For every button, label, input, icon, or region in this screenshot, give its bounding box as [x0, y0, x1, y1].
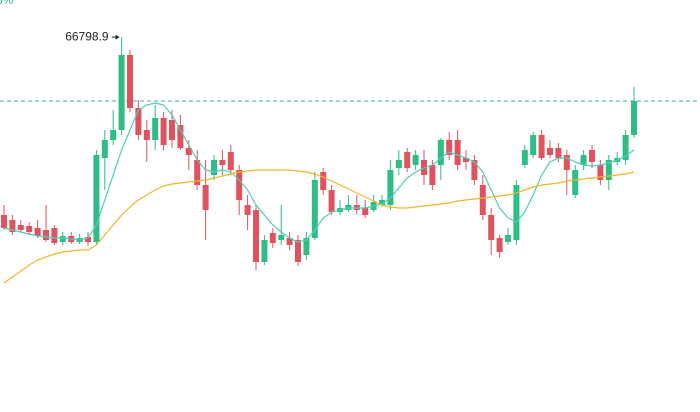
candle-body: [9, 220, 16, 232]
candle-body: [85, 237, 91, 242]
candle-body: [395, 160, 402, 168]
candle-body: [185, 148, 192, 155]
candle-body: [244, 205, 251, 215]
candle-body: [261, 240, 268, 262]
candle-body: [211, 160, 217, 175]
candle-body: [269, 233, 276, 243]
candle-body: [311, 180, 318, 238]
candle-body: [454, 140, 461, 165]
candle-body: [253, 210, 259, 262]
candle-body: [194, 160, 201, 185]
candle-body: [429, 165, 436, 185]
moving-average-line: [3, 102, 635, 243]
corner-label: 5%: [0, 0, 14, 7]
candle-body: [505, 235, 511, 242]
candle-body: [379, 200, 385, 205]
candle-body: [412, 155, 419, 165]
candle-body: [555, 148, 562, 158]
candle-body: [362, 208, 369, 215]
candle-body: [286, 238, 293, 245]
candle-body: [404, 152, 411, 168]
candle-body: [488, 215, 495, 240]
candle-body: [328, 190, 335, 212]
candle-body: [605, 160, 612, 180]
candle-body: [110, 130, 117, 140]
candle-body: [101, 140, 108, 158]
annotation-arrowhead: [115, 34, 120, 40]
candle-body: [169, 120, 175, 140]
candle-body: [59, 236, 66, 242]
candle-body: [143, 130, 150, 140]
candle-body: [295, 240, 301, 262]
candle-body: [177, 125, 184, 148]
candle-body: [622, 135, 629, 160]
candle-body: [631, 101, 637, 135]
candle-body: [43, 230, 49, 240]
candle-body: [547, 148, 553, 155]
candle-body: [572, 170, 579, 195]
candle-body: [471, 160, 478, 180]
candle-body: [93, 155, 100, 242]
candle-body: [479, 185, 486, 215]
candle-body: [236, 170, 243, 200]
candle-body: [530, 135, 537, 155]
candle-body: [278, 235, 285, 240]
candle-body: [437, 140, 444, 165]
candle-body: [320, 172, 327, 190]
moving-average-line: [3, 169, 635, 284]
candle-body: [446, 140, 453, 155]
candle-body: [1, 215, 7, 228]
max-annotation: 66798.9: [65, 29, 109, 43]
candle-body: [127, 55, 133, 108]
candle-body: [521, 150, 528, 165]
candle-body: [202, 185, 209, 210]
candle-body: [152, 118, 159, 140]
candle-body: [227, 152, 234, 170]
candle-body: [118, 55, 125, 130]
candle-body: [303, 238, 310, 255]
candle-body: [597, 165, 604, 180]
candle-body: [463, 158, 469, 162]
candle-body: [51, 228, 58, 243]
candle-body: [589, 150, 595, 162]
candle-body: [513, 185, 520, 240]
candle-body: [17, 225, 24, 230]
candle-body: [135, 108, 142, 135]
candle-body: [496, 238, 503, 252]
candle-body: [538, 135, 545, 158]
candle-body: [219, 160, 226, 165]
candle-body: [387, 170, 394, 205]
candle-body: [34, 228, 41, 236]
candle-body: [580, 155, 587, 165]
candle-body: [26, 226, 33, 232]
candle-body: [160, 118, 167, 145]
candle-body: [563, 155, 570, 170]
